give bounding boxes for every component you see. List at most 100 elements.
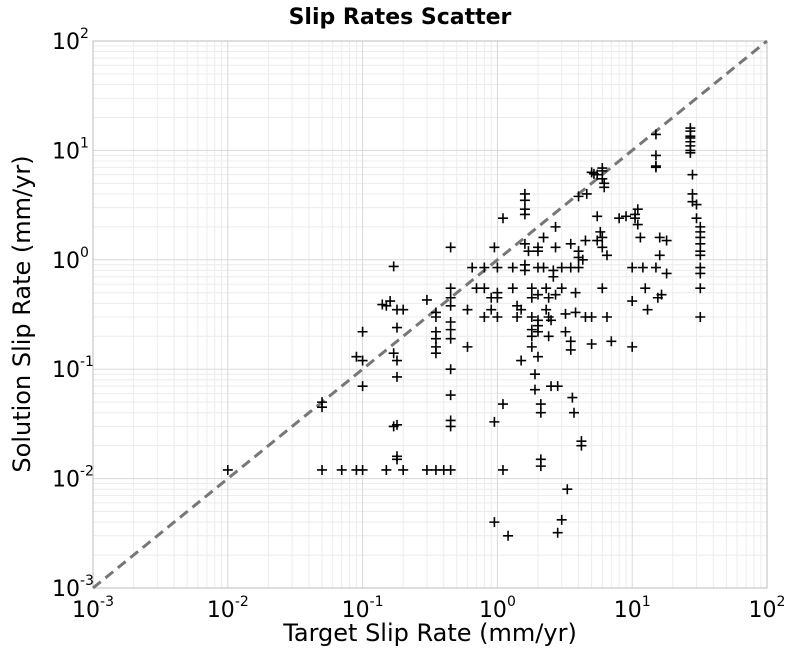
data-point	[560, 308, 571, 319]
data-point	[526, 312, 537, 323]
y-tick-label: 10-1	[52, 354, 94, 383]
data-point	[565, 344, 576, 355]
data-point	[650, 262, 661, 273]
data-point	[532, 326, 543, 337]
data-point	[529, 384, 540, 395]
data-point	[445, 300, 456, 311]
data-point	[489, 517, 500, 528]
data-point	[535, 407, 546, 418]
data-point	[388, 348, 399, 359]
data-point	[519, 265, 530, 276]
data-point	[586, 167, 597, 178]
data-point	[627, 296, 638, 307]
data-point	[562, 484, 573, 495]
data-point	[507, 283, 518, 294]
data-point	[467, 262, 478, 273]
x-tick-label: 100	[479, 594, 516, 623]
x-tick-label: 101	[614, 594, 651, 623]
y-tick-label: 10-2	[52, 464, 94, 493]
data-point	[497, 213, 508, 224]
data-point	[535, 399, 546, 410]
data-point	[642, 304, 653, 315]
data-point	[479, 262, 490, 273]
data-point	[430, 348, 441, 359]
data-point	[546, 315, 557, 326]
plot-frame	[92, 40, 768, 589]
data-point	[630, 213, 641, 224]
y-tick-label: 101	[52, 135, 89, 164]
data-point	[357, 355, 368, 366]
data-point	[532, 289, 543, 300]
data-point	[497, 399, 508, 410]
data-point	[535, 461, 546, 472]
data-point	[560, 326, 571, 337]
data-point	[691, 213, 702, 224]
data-point	[398, 304, 409, 315]
data-point	[565, 336, 576, 347]
data-point	[445, 324, 456, 335]
data-point	[541, 304, 552, 315]
data-point	[532, 351, 543, 362]
data-points	[222, 123, 706, 541]
data-point	[381, 464, 392, 475]
data-point	[550, 242, 561, 253]
data-point	[627, 341, 638, 352]
data-point	[516, 355, 527, 366]
data-point	[565, 238, 576, 249]
data-point	[595, 226, 606, 237]
data-point	[445, 364, 456, 375]
data-point	[637, 262, 648, 273]
data-point	[650, 162, 661, 173]
data-point	[486, 304, 497, 315]
data-point	[601, 250, 612, 261]
data-point	[556, 283, 567, 294]
data-point	[392, 322, 403, 333]
data-point	[317, 397, 328, 408]
data-point	[479, 283, 490, 294]
data-point	[526, 292, 537, 303]
data-point	[654, 250, 665, 261]
y-tick-label: 10-3	[52, 573, 94, 602]
data-point	[656, 289, 667, 300]
data-point	[392, 419, 403, 430]
data-point	[357, 381, 368, 392]
data-point	[492, 292, 503, 303]
data-point	[580, 235, 591, 246]
data-point	[421, 294, 432, 305]
data-point	[462, 341, 473, 352]
data-point	[586, 338, 597, 349]
data-point	[541, 283, 552, 294]
data-point	[570, 287, 581, 298]
data-point	[430, 312, 441, 323]
data-point	[550, 289, 561, 300]
data-point	[445, 333, 456, 344]
data-point	[695, 268, 706, 279]
data-point	[695, 250, 706, 261]
data-point	[492, 262, 503, 273]
data-point	[489, 242, 500, 253]
data-point	[661, 268, 672, 279]
data-point	[538, 232, 549, 243]
data-point	[597, 232, 608, 243]
data-point	[552, 381, 563, 392]
y-tick-label: 100	[52, 245, 89, 274]
data-point	[552, 527, 563, 538]
data-point	[445, 242, 456, 253]
data-point	[336, 464, 347, 475]
data-point	[627, 262, 638, 273]
data-point	[519, 238, 530, 249]
data-point	[597, 283, 608, 294]
data-point	[614, 213, 625, 224]
data-point	[398, 464, 409, 475]
data-point	[573, 252, 584, 263]
data-point	[654, 232, 665, 243]
data-point	[445, 390, 456, 401]
data-point	[635, 232, 646, 243]
data-point	[529, 369, 540, 380]
data-point	[492, 312, 503, 323]
data-point	[567, 392, 578, 403]
data-point	[392, 355, 403, 366]
data-point	[577, 254, 588, 265]
data-point	[632, 204, 643, 215]
